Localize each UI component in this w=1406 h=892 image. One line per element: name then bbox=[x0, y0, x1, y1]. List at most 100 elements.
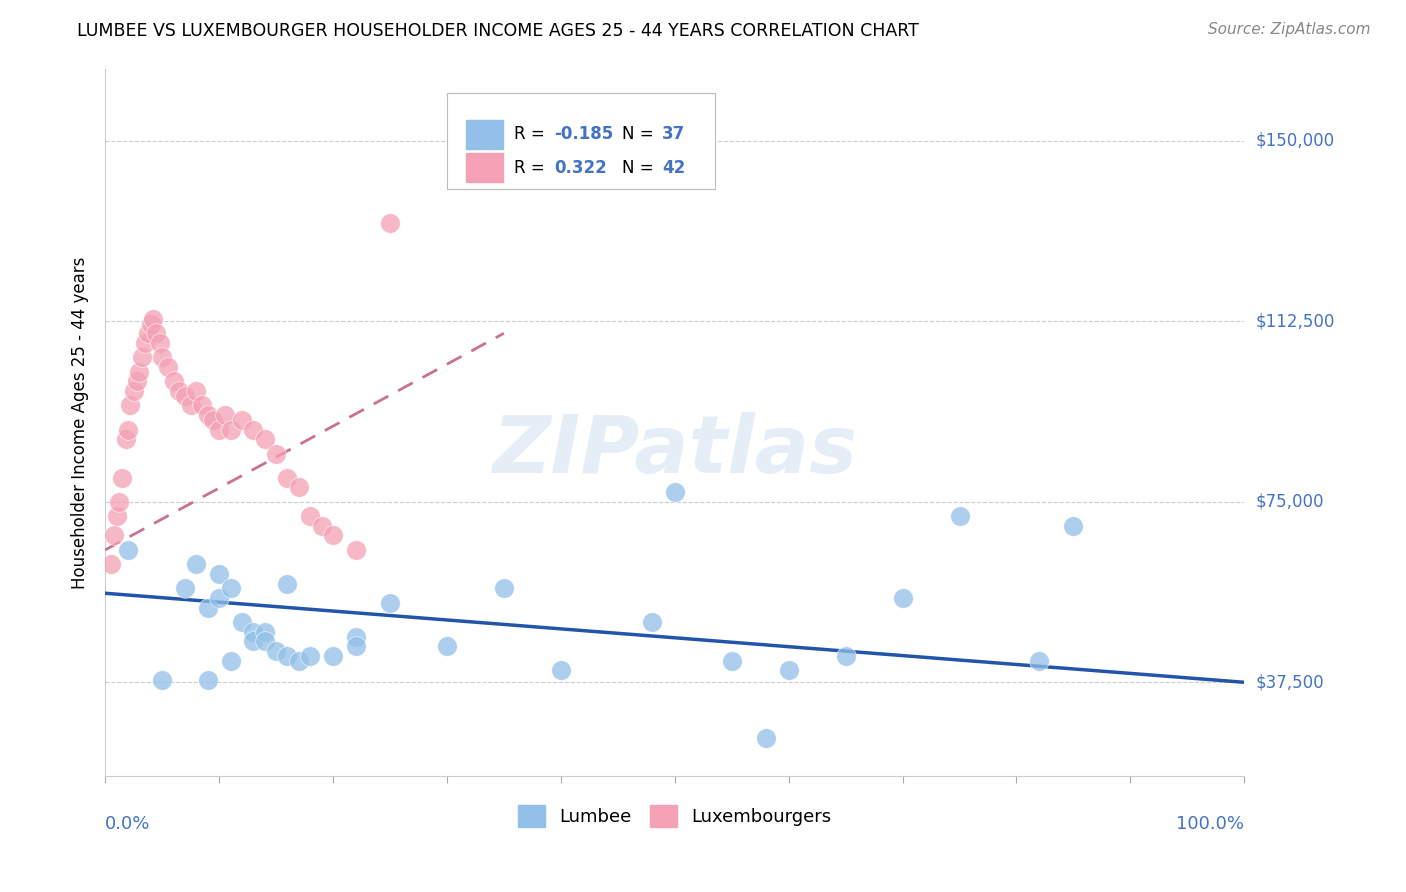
Point bbox=[288, 480, 311, 494]
Point bbox=[264, 644, 287, 658]
FancyBboxPatch shape bbox=[447, 94, 714, 189]
Point bbox=[214, 408, 236, 422]
Point bbox=[891, 591, 914, 605]
Point bbox=[253, 432, 276, 446]
Point bbox=[834, 648, 856, 663]
Point bbox=[276, 648, 298, 663]
Point bbox=[208, 423, 231, 437]
Point bbox=[948, 509, 970, 524]
Point bbox=[436, 639, 458, 653]
Point bbox=[103, 528, 125, 542]
Point bbox=[117, 543, 139, 558]
Text: 100.0%: 100.0% bbox=[1177, 815, 1244, 833]
Point bbox=[142, 311, 165, 326]
Text: -0.185: -0.185 bbox=[554, 126, 613, 144]
Point bbox=[145, 326, 167, 341]
Point bbox=[197, 408, 219, 422]
Text: R =: R = bbox=[515, 159, 550, 177]
Point bbox=[138, 326, 160, 341]
Legend: Lumbee, Luxembourgers: Lumbee, Luxembourgers bbox=[510, 798, 839, 834]
Point bbox=[180, 399, 202, 413]
Point bbox=[253, 634, 276, 648]
Point bbox=[114, 432, 136, 446]
Text: Source: ZipAtlas.com: Source: ZipAtlas.com bbox=[1208, 22, 1371, 37]
Text: 42: 42 bbox=[662, 159, 686, 177]
Text: 37: 37 bbox=[662, 126, 686, 144]
Point bbox=[134, 335, 156, 350]
Point bbox=[231, 615, 253, 629]
Point bbox=[197, 600, 219, 615]
Point bbox=[492, 582, 515, 596]
Point bbox=[253, 624, 276, 639]
Point bbox=[186, 558, 208, 572]
Point bbox=[156, 359, 179, 374]
Point bbox=[111, 471, 134, 485]
Point bbox=[105, 509, 128, 524]
Point bbox=[150, 673, 173, 687]
Point bbox=[197, 673, 219, 687]
Point bbox=[276, 576, 298, 591]
Point bbox=[162, 375, 184, 389]
Point bbox=[191, 399, 214, 413]
Text: ZIPatlas: ZIPatlas bbox=[492, 411, 858, 490]
Point bbox=[139, 317, 162, 331]
Text: $37,500: $37,500 bbox=[1256, 673, 1324, 691]
Point bbox=[131, 351, 153, 365]
Point bbox=[149, 335, 172, 350]
Point bbox=[208, 566, 231, 581]
Text: 0.322: 0.322 bbox=[554, 159, 607, 177]
Point bbox=[641, 615, 664, 629]
Point bbox=[120, 399, 142, 413]
Point bbox=[288, 654, 311, 668]
Point bbox=[755, 731, 778, 745]
Point bbox=[264, 447, 287, 461]
Text: N =: N = bbox=[623, 126, 659, 144]
Point bbox=[219, 582, 242, 596]
Point bbox=[378, 216, 401, 230]
Point bbox=[231, 413, 253, 427]
Text: N =: N = bbox=[623, 159, 659, 177]
Point bbox=[167, 384, 190, 398]
Point bbox=[202, 413, 225, 427]
Point bbox=[311, 519, 333, 533]
Point bbox=[174, 582, 197, 596]
Point bbox=[720, 654, 742, 668]
Point bbox=[344, 639, 367, 653]
Point bbox=[322, 528, 344, 542]
Point bbox=[299, 648, 322, 663]
Text: R =: R = bbox=[515, 126, 550, 144]
Point bbox=[219, 423, 242, 437]
Point bbox=[344, 543, 367, 558]
Text: $150,000: $150,000 bbox=[1256, 132, 1334, 150]
Point bbox=[299, 509, 322, 524]
Point bbox=[664, 485, 686, 500]
Text: $112,500: $112,500 bbox=[1256, 312, 1334, 330]
Y-axis label: Householder Income Ages 25 - 44 years: Householder Income Ages 25 - 44 years bbox=[72, 256, 89, 589]
FancyBboxPatch shape bbox=[467, 120, 503, 149]
Point bbox=[1028, 654, 1050, 668]
Point bbox=[344, 630, 367, 644]
Point bbox=[100, 558, 122, 572]
Text: LUMBEE VS LUXEMBOURGER HOUSEHOLDER INCOME AGES 25 - 44 YEARS CORRELATION CHART: LUMBEE VS LUXEMBOURGER HOUSEHOLDER INCOM… bbox=[77, 22, 920, 40]
Point bbox=[778, 663, 800, 677]
Point bbox=[128, 365, 150, 379]
Point bbox=[186, 384, 208, 398]
Point bbox=[117, 423, 139, 437]
Point bbox=[208, 591, 231, 605]
Point bbox=[127, 375, 149, 389]
Point bbox=[378, 596, 401, 610]
Text: 0.0%: 0.0% bbox=[105, 815, 150, 833]
FancyBboxPatch shape bbox=[467, 153, 503, 183]
Point bbox=[276, 471, 298, 485]
Text: $75,000: $75,000 bbox=[1256, 492, 1324, 511]
Point bbox=[242, 634, 264, 648]
Point bbox=[174, 389, 197, 403]
Point bbox=[108, 495, 131, 509]
Point bbox=[322, 648, 344, 663]
Point bbox=[150, 351, 173, 365]
Point bbox=[242, 423, 264, 437]
Point bbox=[219, 654, 242, 668]
Point bbox=[122, 384, 145, 398]
Point bbox=[242, 624, 264, 639]
Point bbox=[1062, 519, 1084, 533]
